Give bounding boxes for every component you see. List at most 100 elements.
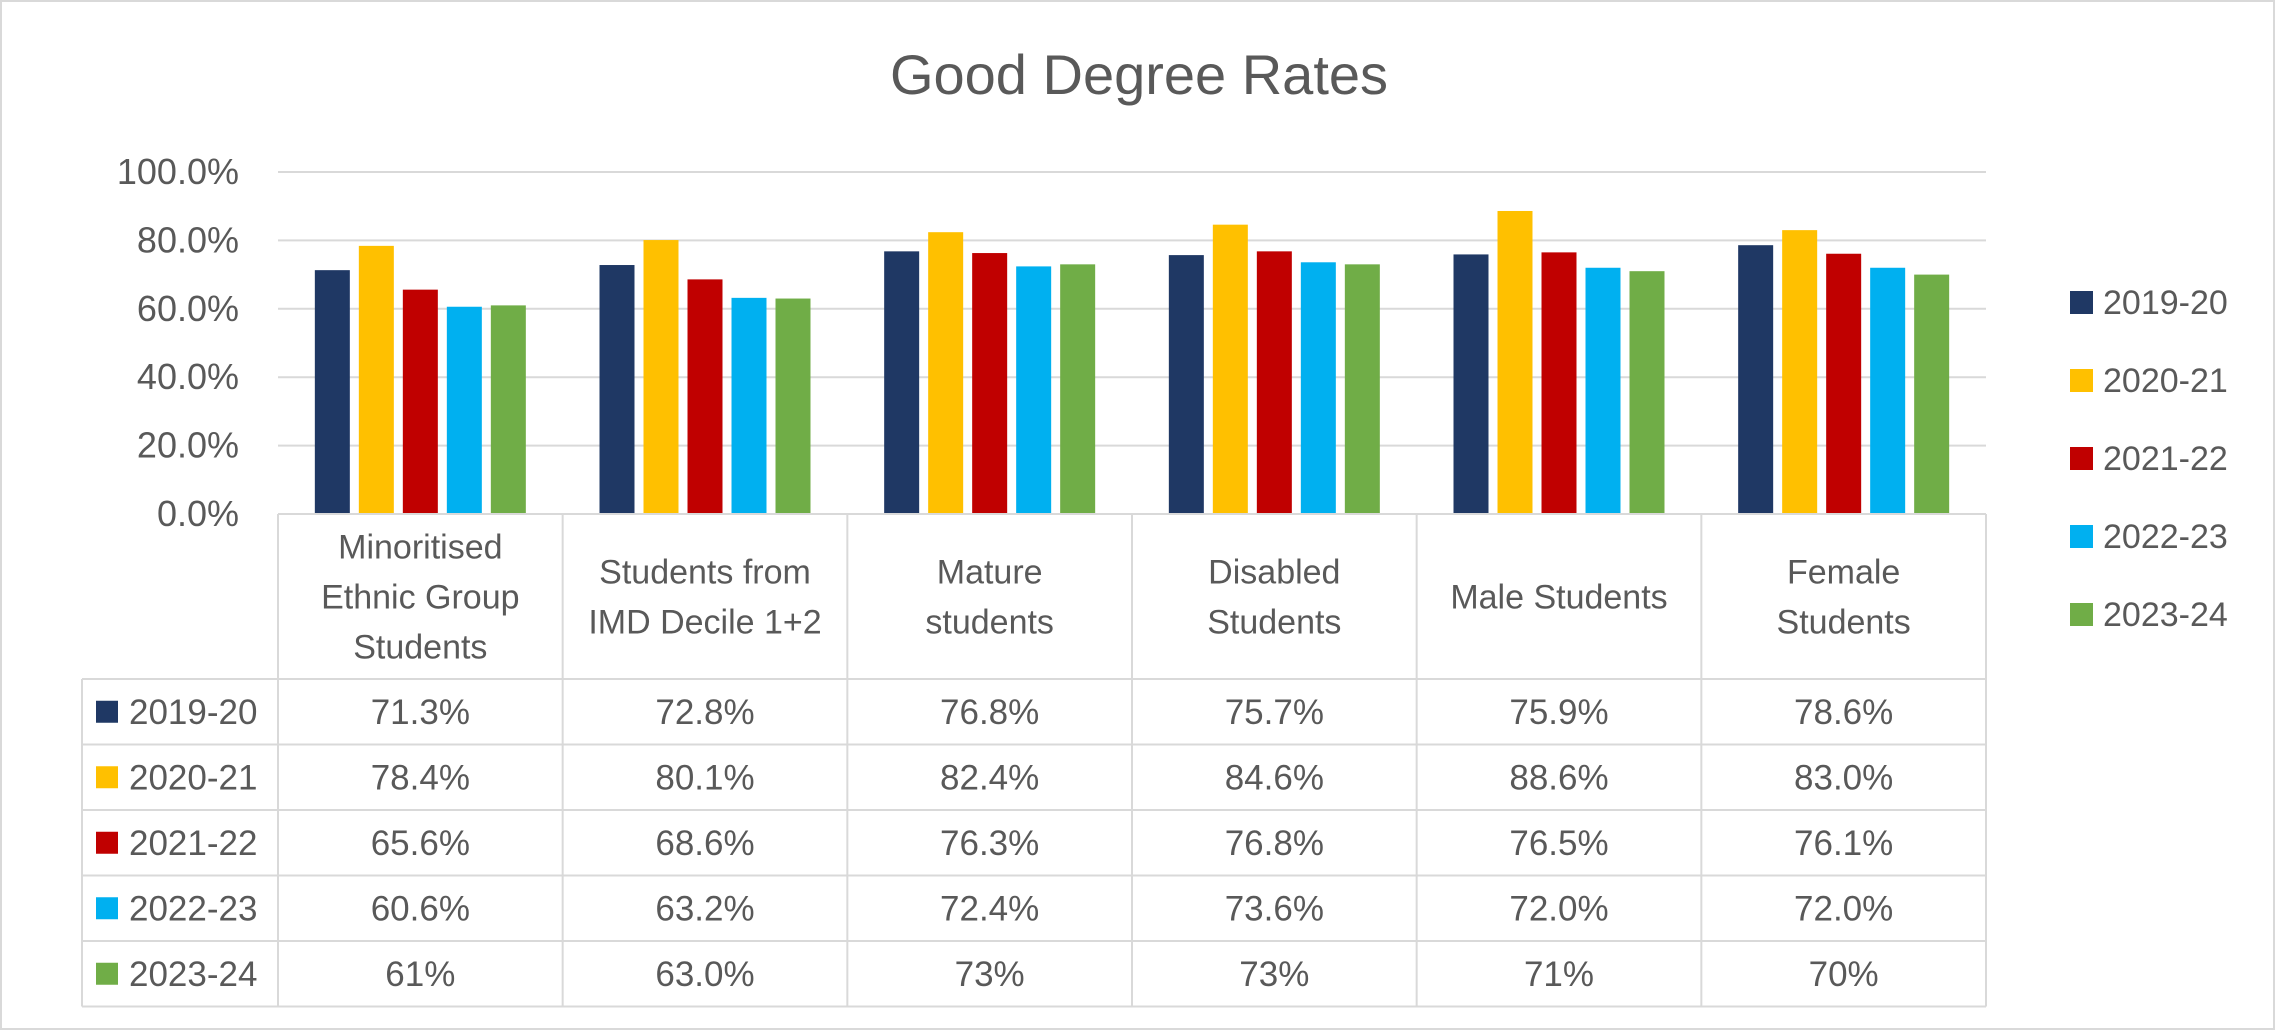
- bar: [1585, 267, 1621, 514]
- data-label: 76.8%: [940, 693, 1039, 732]
- table-legend-key: [96, 831, 118, 854]
- legend-swatch: [2070, 525, 2093, 548]
- bar: [687, 279, 723, 514]
- bar: [1541, 252, 1577, 514]
- data-label: 72.4%: [940, 889, 1039, 928]
- legend-swatch: [2070, 291, 2093, 314]
- bar: [884, 251, 920, 514]
- category-label: Ethnic Group: [321, 579, 519, 617]
- legend-label: 2019-20: [2103, 284, 2228, 322]
- y-tick-label: 0.0%: [157, 493, 239, 534]
- data-label: 88.6%: [1509, 758, 1608, 797]
- legend-label: 2023-24: [2103, 596, 2228, 634]
- table-series-name: 2019-20: [129, 693, 257, 732]
- data-label: 65.6%: [371, 824, 470, 863]
- bar: [1782, 230, 1818, 514]
- bar: [1914, 274, 1950, 514]
- data-label: 71.3%: [371, 693, 470, 732]
- bar: [643, 240, 679, 515]
- data-label: 75.9%: [1509, 693, 1608, 732]
- data-label: 61%: [385, 955, 455, 994]
- data-label: 63.2%: [655, 889, 754, 928]
- legend-label: 2022-23: [2103, 518, 2228, 556]
- data-label: 73.6%: [1225, 889, 1324, 928]
- data-label: 68.6%: [655, 824, 754, 863]
- bar: [1738, 245, 1774, 515]
- bar: [1344, 264, 1380, 514]
- category-label: Mature: [937, 554, 1043, 592]
- data-label: 76.3%: [940, 824, 1039, 863]
- data-label: 63.0%: [655, 955, 754, 994]
- table-legend-key: [96, 700, 118, 723]
- bar: [1629, 271, 1665, 514]
- data-label: 75.7%: [1225, 693, 1324, 732]
- table-legend-key: [96, 766, 118, 789]
- bar: [1016, 266, 1052, 514]
- data-label: 73%: [1239, 955, 1309, 994]
- table-series-name: 2021-22: [129, 824, 257, 863]
- data-label: 72.0%: [1509, 889, 1608, 928]
- table-series-name: 2022-23: [129, 889, 257, 928]
- legend-label: 2021-22: [2103, 440, 2228, 478]
- category-label: Students: [353, 629, 487, 667]
- bar: [1497, 210, 1533, 514]
- bar: [731, 297, 767, 514]
- bar: [1256, 251, 1292, 514]
- y-tick-label: 40.0%: [137, 356, 239, 397]
- bar: [490, 305, 526, 514]
- legend-swatch: [2070, 603, 2093, 626]
- data-label: 84.6%: [1225, 758, 1324, 797]
- bar: [928, 232, 964, 514]
- category-label: Minoritised: [338, 529, 502, 567]
- data-label: 83.0%: [1794, 758, 1893, 797]
- bar: [1212, 224, 1248, 514]
- y-tick-label: 20.0%: [137, 425, 239, 466]
- legend-swatch: [2070, 369, 2093, 392]
- bar: [1300, 262, 1336, 514]
- data-label: 76.5%: [1509, 824, 1608, 863]
- category-label: students: [925, 604, 1054, 642]
- data-label: 76.8%: [1225, 824, 1324, 863]
- bar: [1870, 267, 1906, 514]
- category-label: Male Students: [1450, 579, 1667, 617]
- data-label: 80.1%: [655, 758, 754, 797]
- table-legend-key: [96, 962, 118, 985]
- data-label: 60.6%: [371, 889, 470, 928]
- chart-title: Good Degree Rates: [890, 43, 1388, 106]
- data-label: 70%: [1809, 955, 1879, 994]
- legend-swatch: [2070, 447, 2093, 470]
- category-label: Disabled: [1208, 554, 1340, 592]
- bar: [972, 253, 1008, 514]
- data-label: 72.8%: [655, 693, 754, 732]
- bar: [446, 306, 482, 514]
- data-label: 71%: [1524, 955, 1594, 994]
- bar: [599, 265, 635, 514]
- bar: [775, 298, 811, 514]
- table-series-name: 2023-24: [129, 955, 257, 994]
- data-label: 72.0%: [1794, 889, 1893, 928]
- category-label: Students: [1777, 604, 1911, 642]
- legend-label: 2020-21: [2103, 362, 2228, 400]
- y-tick-label: 80.0%: [137, 219, 239, 260]
- bar: [358, 245, 394, 514]
- table-series-name: 2020-21: [129, 758, 257, 797]
- table-legend-key: [96, 897, 118, 920]
- y-tick-label: 60.0%: [137, 288, 239, 329]
- bar: [402, 289, 438, 514]
- data-label: 76.1%: [1794, 824, 1893, 863]
- bar: [1168, 255, 1204, 514]
- bar: [1826, 253, 1862, 514]
- category-label: Students: [1207, 604, 1341, 642]
- category-label: Students from: [599, 554, 811, 592]
- data-label: 78.6%: [1794, 693, 1893, 732]
- y-tick-label: 100.0%: [117, 151, 239, 192]
- data-label: 82.4%: [940, 758, 1039, 797]
- bar: [314, 270, 350, 514]
- category-label: IMD Decile 1+2: [588, 604, 821, 642]
- data-label: 78.4%: [371, 758, 470, 797]
- bar: [1453, 254, 1489, 514]
- category-label: Female: [1787, 554, 1900, 592]
- data-label: 73%: [955, 955, 1025, 994]
